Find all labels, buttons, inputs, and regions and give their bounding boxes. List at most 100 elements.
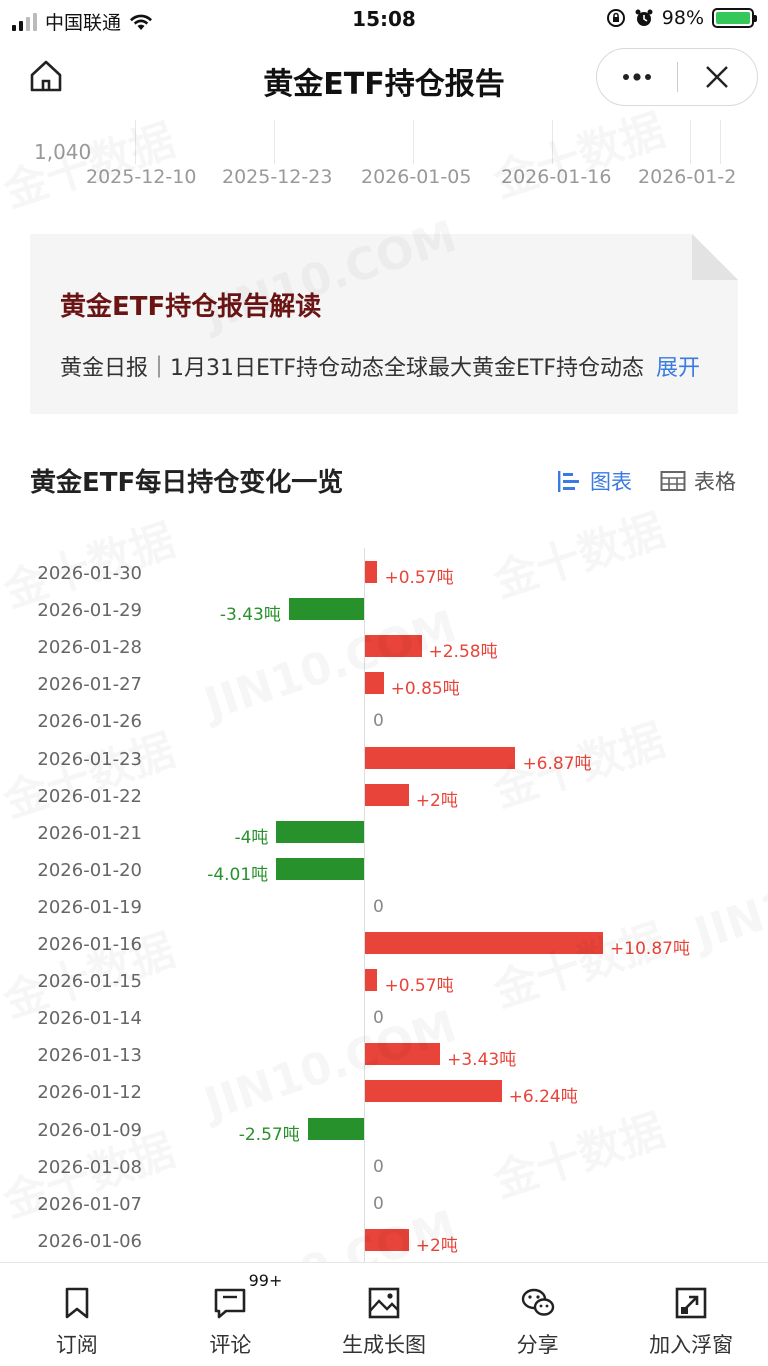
- category-label: 2026-01-26: [37, 711, 142, 733]
- wechat-icon: [521, 1288, 554, 1316]
- x-tick-label: 2026-01-2: [638, 166, 737, 188]
- status-left: 中国联通: [12, 8, 153, 35]
- chart-row: 2026-01-16 +10.87吨: [0, 926, 768, 963]
- bar-positive: [365, 1043, 441, 1066]
- section-title: 黄金ETF每日持仓变化一览: [30, 468, 344, 498]
- category-label: 2026-01-08: [37, 1156, 142, 1178]
- category-label: 2026-01-07: [37, 1193, 142, 1215]
- close-icon: [706, 66, 729, 88]
- bar-positive: [365, 561, 378, 583]
- category-label: 2026-01-29: [37, 600, 142, 622]
- value-label: +6.87吨: [522, 753, 592, 774]
- tab-label: 评论: [209, 1333, 252, 1357]
- chart-row: 2026-01-22 +2吨: [0, 778, 768, 815]
- category-label: 2026-01-12: [37, 1082, 142, 1104]
- chart-row: 2026-01-07 0: [0, 1186, 768, 1223]
- chart-row: 2026-01-27 +0.85吨: [0, 666, 768, 703]
- clock: 15:08: [352, 7, 416, 31]
- orientation-lock-icon: [606, 9, 625, 27]
- image-icon: [368, 1287, 400, 1319]
- category-label: 2026-01-28: [37, 637, 142, 659]
- grid-line: [690, 120, 691, 164]
- bar-positive: [365, 746, 516, 769]
- bar-positive: [365, 932, 604, 954]
- page-fold-decoration: [692, 234, 738, 280]
- report-title: 黄金ETF持仓报告解读: [60, 292, 322, 322]
- value-label: +10.87吨: [610, 939, 690, 959]
- value-label: +0.85吨: [390, 679, 460, 700]
- toggle-table-view[interactable]: 表格: [660, 466, 736, 496]
- chart-row: 2026-01-15 +0.57吨: [0, 963, 768, 1000]
- chart-row: 2026-01-30 +0.57吨: [0, 555, 768, 592]
- tab-label: 分享: [516, 1333, 559, 1357]
- category-label: 2026-01-14: [37, 1008, 142, 1030]
- alarm-icon: [635, 9, 653, 26]
- chart-row: 2026-01-28 +2.58吨: [0, 629, 768, 666]
- category-label: 2026-01-27: [37, 674, 142, 696]
- chart-row: 2026-01-20 -4.01吨: [0, 852, 768, 889]
- value-label: -2.57吨: [238, 1124, 300, 1145]
- category-label: 2026-01-09: [37, 1119, 142, 1141]
- value-label: -3.43吨: [219, 605, 281, 626]
- chart-row: 2026-01-23 +6.87吨: [0, 741, 768, 778]
- category-label: 2026-01-19: [37, 896, 142, 918]
- share-button[interactable]: 分享: [461, 1263, 615, 1366]
- add-floating-window-button[interactable]: 加入浮窗: [614, 1263, 768, 1366]
- report-card[interactable]: 黄金ETF持仓报告解读 黄金日报｜1月31日ETF持仓动态全球最大黄金ETF持仓…: [30, 234, 738, 414]
- daily-change-bar-chart: 2026-01-30 +0.57吨 2026-01-29 -3.43吨 2026-01-…: [0, 548, 768, 1262]
- category-label: 2026-01-16: [37, 934, 142, 955]
- chart-row: 2026-01-09 -2.57吨: [0, 1112, 768, 1149]
- category-label: 2026-01-20: [37, 859, 142, 881]
- bar-positive: [365, 672, 384, 695]
- category-label: 2026-01-21: [37, 822, 142, 844]
- grid-line: [274, 120, 275, 164]
- toggle-chart-view[interactable]: 图表: [556, 466, 632, 496]
- signal-icon: [12, 12, 37, 31]
- more-button[interactable]: [597, 49, 677, 105]
- category-label: 2026-01-06: [37, 1230, 142, 1252]
- chart-row: 2026-01-12 +6.24吨: [0, 1074, 768, 1111]
- category-label: 2026-01-15: [37, 971, 142, 993]
- report-summary: 黄金日报｜1月31日ETF持仓动态全球最大黄金ETF持仓动态: [60, 356, 644, 381]
- home-button[interactable]: [26, 56, 66, 96]
- battery-icon: [712, 8, 757, 28]
- generate-long-image-button[interactable]: 生成长图: [307, 1263, 461, 1366]
- value-label: 0: [373, 1008, 384, 1029]
- chart-row: 2026-01-26 0: [0, 703, 768, 740]
- bar-negative: [276, 857, 364, 880]
- bar-negative: [307, 1117, 364, 1140]
- value-label: +6.24吨: [508, 1087, 578, 1108]
- chart-row: 2026-01-19 0: [0, 889, 768, 926]
- x-tick-label: 2025-12-23: [222, 166, 333, 188]
- tab-label: 生成长图: [341, 1333, 426, 1357]
- value-label: 0: [373, 1156, 384, 1177]
- category-label: 2026-01-30: [37, 563, 142, 584]
- bar-positive: [365, 783, 409, 806]
- bottom-toolbar: 订阅 99+ 评论 生成长图 分享 加入浮窗: [0, 1262, 768, 1366]
- chart-row: 2026-01-14 0: [0, 1000, 768, 1037]
- comment-icon: [215, 1288, 246, 1319]
- close-button[interactable]: [678, 49, 758, 105]
- x-tick-label: 2025-12-10: [86, 166, 197, 188]
- value-label: +2吨: [415, 790, 458, 811]
- chart-row: 2026-01-08 0: [0, 1149, 768, 1186]
- holdings-trend-chart: 1,040 2025-12-10 2025-12-23 2026-01-05 2…: [0, 112, 768, 202]
- toggle-table-label: 表格: [694, 470, 736, 494]
- expand-link[interactable]: 展开: [656, 356, 701, 381]
- value-label: 0: [373, 1193, 384, 1214]
- bookmark-icon: [65, 1287, 89, 1319]
- grid-line: [413, 120, 414, 164]
- subscribe-button[interactable]: 订阅: [0, 1263, 154, 1366]
- comment-button[interactable]: 99+ 评论: [154, 1263, 308, 1366]
- bar-positive: [365, 969, 378, 992]
- more-icon: [622, 73, 651, 81]
- capsule-divider: [676, 62, 678, 92]
- value-label: +0.57吨: [384, 568, 454, 588]
- value-label: -4吨: [234, 827, 269, 848]
- tab-label: 加入浮窗: [649, 1333, 734, 1357]
- chart-row: 2026-01-29 -3.43吨: [0, 592, 768, 629]
- grid-line: [135, 120, 136, 164]
- float-window-icon: [675, 1287, 707, 1319]
- grid-line: [720, 120, 721, 164]
- category-label: 2026-01-13: [37, 1045, 142, 1067]
